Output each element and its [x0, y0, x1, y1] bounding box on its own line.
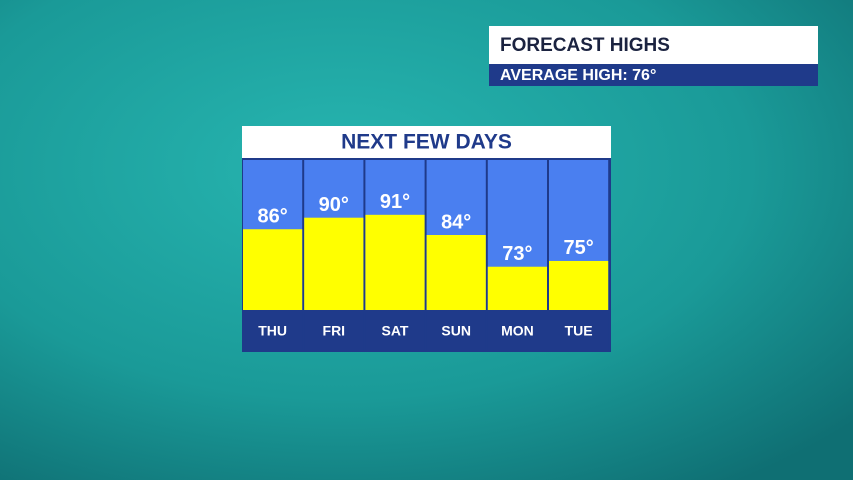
- chart-title: NEXT FEW DAYS: [341, 131, 512, 154]
- bar: [487, 266, 547, 310]
- category-box: [304, 312, 364, 350]
- bar: [426, 235, 486, 310]
- header-subtitle-box: [489, 64, 818, 86]
- category-box: [487, 312, 547, 350]
- bar: [549, 260, 609, 310]
- x-tick-label: SAT: [382, 323, 409, 339]
- category-box: [426, 312, 486, 350]
- bar: [304, 217, 364, 310]
- value-label: 86°: [257, 206, 287, 228]
- bar: [365, 214, 425, 310]
- header-title: FORECAST HIGHS: [500, 35, 670, 56]
- x-tick-label: THU: [258, 323, 287, 339]
- header-box: [489, 26, 818, 64]
- value-label: 73°: [502, 243, 532, 265]
- x-tick-label: TUE: [565, 323, 593, 339]
- value-label: 75°: [563, 237, 593, 259]
- value-label: 84°: [441, 211, 471, 233]
- chart-title-box: [242, 126, 611, 158]
- header-subtitle: AVERAGE HIGH: 76°: [500, 67, 656, 84]
- category-box: [549, 312, 609, 350]
- x-tick-label: FRI: [323, 323, 346, 339]
- x-tick-label: MON: [501, 323, 534, 339]
- category-box: [243, 312, 303, 350]
- value-label: 91°: [380, 191, 410, 213]
- category-box: [365, 312, 425, 350]
- x-tick-label: SUN: [441, 323, 471, 339]
- bar: [243, 229, 303, 310]
- value-label: 90°: [319, 194, 349, 216]
